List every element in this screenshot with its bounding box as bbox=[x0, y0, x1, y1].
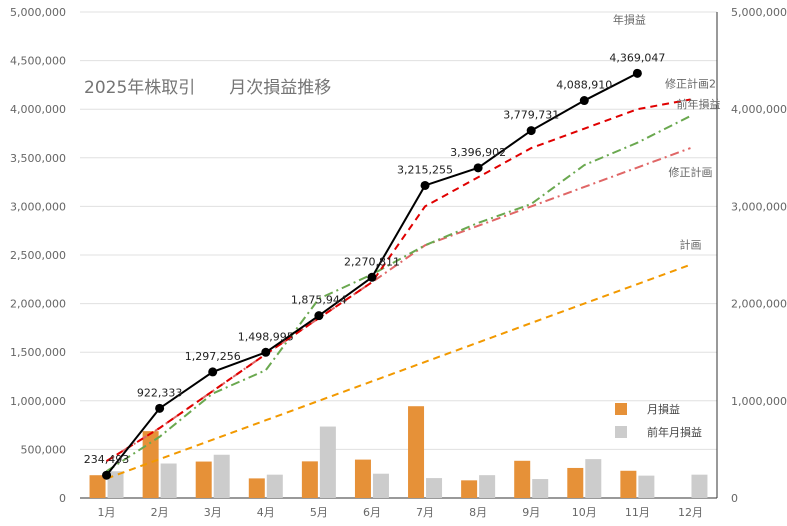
bar-monthly bbox=[461, 480, 478, 498]
bar-prev-monthly bbox=[107, 471, 124, 498]
x-tick-label: 12月 bbox=[678, 506, 703, 519]
x-tick-label: 6月 bbox=[363, 506, 381, 519]
left-tick-label: 5,000,000 bbox=[10, 6, 66, 19]
right-tick-label: 1,000,000 bbox=[731, 395, 787, 408]
x-tick-label: 7月 bbox=[416, 506, 434, 519]
bar-monthly bbox=[89, 475, 106, 498]
annual-data-label: 3,396,902 bbox=[450, 146, 506, 159]
bar-prev-monthly bbox=[319, 426, 336, 498]
left-tick-label: 500,000 bbox=[21, 443, 67, 456]
x-tick-label: 11月 bbox=[625, 506, 650, 519]
series-label: 修正計画2 bbox=[665, 76, 716, 90]
left-tick-label: 3,500,000 bbox=[10, 152, 66, 165]
left-tick-label: 1,000,000 bbox=[10, 395, 66, 408]
bar-monthly bbox=[142, 431, 159, 498]
annual-point bbox=[314, 311, 324, 321]
bar-monthly bbox=[408, 406, 425, 498]
annual-point bbox=[261, 347, 271, 357]
annual-data-label: 3,779,731 bbox=[503, 109, 559, 122]
bar-monthly bbox=[248, 478, 265, 498]
bar-prev-monthly bbox=[585, 459, 602, 498]
series-line bbox=[106, 147, 691, 462]
legend-swatch bbox=[615, 426, 627, 438]
x-tick-label: 4月 bbox=[257, 506, 275, 519]
bar-monthly bbox=[620, 470, 637, 498]
annual-point bbox=[526, 126, 536, 136]
bar-prev-monthly bbox=[372, 473, 389, 498]
legend-label: 月損益 bbox=[647, 402, 680, 416]
left-tick-label: 4,000,000 bbox=[10, 103, 66, 116]
annual-data-label: 2,270,811 bbox=[344, 255, 400, 268]
series-line bbox=[106, 98, 691, 462]
annual-data-label: 1,875,944 bbox=[291, 294, 347, 307]
annual-point bbox=[102, 470, 112, 480]
bar-prev-monthly bbox=[266, 474, 283, 498]
bar-monthly bbox=[567, 467, 584, 498]
bar-monthly bbox=[301, 461, 318, 498]
left-tick-label: 1,500,000 bbox=[10, 346, 66, 359]
legend-label: 前年月損益 bbox=[647, 425, 702, 439]
x-axis-ticks: 1月 2月 3月 4月 5月 6月 7月 8月 9月 10月 11月 12月 bbox=[98, 506, 703, 519]
bar-prev-monthly bbox=[160, 463, 177, 498]
bar-monthly bbox=[354, 459, 371, 498]
x-tick-label: 1月 bbox=[98, 506, 116, 519]
right-tick-label: 5,000,000 bbox=[731, 6, 787, 19]
annual-point bbox=[155, 403, 165, 413]
bar-prev-monthly bbox=[691, 474, 708, 498]
annual-point bbox=[367, 272, 377, 282]
annual-data-label: 4,088,910 bbox=[556, 79, 612, 92]
bar-monthly bbox=[195, 461, 212, 498]
series-label: 修正計画 bbox=[668, 165, 712, 179]
left-tick-label: 3,000,000 bbox=[10, 200, 66, 213]
legend-swatch bbox=[615, 403, 627, 415]
annual-point bbox=[208, 367, 218, 377]
right-tick-label: 4,000,000 bbox=[731, 103, 787, 116]
line-points bbox=[102, 68, 642, 480]
series-label: 計画 bbox=[679, 238, 701, 252]
line-series bbox=[105, 72, 691, 480]
left-tick-label: 2,000,000 bbox=[10, 298, 66, 311]
series-line bbox=[105, 115, 691, 473]
left-tick-label: 2,500,000 bbox=[10, 249, 66, 262]
right-axis-ticks: 0 1,000,000 2,000,000 3,000,000 4,000,000 5,0… bbox=[731, 6, 787, 505]
bar-prev-monthly bbox=[426, 478, 443, 498]
annual-point bbox=[632, 68, 642, 78]
bar-prev-monthly bbox=[638, 475, 655, 498]
x-tick-label: 10月 bbox=[572, 506, 597, 519]
left-tick-label: 0 bbox=[59, 492, 66, 505]
bar-prev-monthly bbox=[213, 454, 230, 498]
bar-prev-monthly bbox=[479, 475, 496, 498]
x-tick-label: 9月 bbox=[522, 506, 540, 519]
annual-data-label: 4,369,047 bbox=[609, 51, 665, 64]
x-tick-label: 8月 bbox=[469, 506, 487, 519]
left-tick-label: 4,500,000 bbox=[10, 55, 66, 68]
annual-data-label: 234,493 bbox=[84, 453, 130, 466]
bar-series bbox=[89, 406, 708, 498]
x-tick-label: 2月 bbox=[151, 506, 169, 519]
annual-point bbox=[579, 96, 589, 106]
series-label: 前年損益 bbox=[676, 97, 720, 111]
chart-title: 2025年株取引 月次損益推移 bbox=[84, 78, 331, 98]
bar-monthly bbox=[514, 460, 531, 498]
bar-prev-monthly bbox=[532, 479, 549, 498]
annual-point bbox=[420, 180, 430, 190]
annual-data-label: 1,297,256 bbox=[185, 350, 241, 363]
data-labels: 234,493 922,333 1,297,256 1,498,995 1,875,94… bbox=[84, 51, 666, 466]
annual-data-label: 922,333 bbox=[137, 386, 183, 399]
x-tick-label: 5月 bbox=[310, 506, 328, 519]
series-label: 年損益 bbox=[613, 12, 646, 26]
x-tick-label: 3月 bbox=[204, 506, 222, 519]
annual-data-label: 3,215,255 bbox=[397, 163, 453, 176]
right-tick-label: 3,000,000 bbox=[731, 200, 787, 213]
left-axis-ticks: 0 500,000 1,000,000 1,500,000 2,000,000 2,500… bbox=[10, 6, 66, 505]
right-tick-label: 2,000,000 bbox=[731, 298, 787, 311]
annual-data-label: 1,498,995 bbox=[238, 330, 294, 343]
annual-point bbox=[473, 163, 483, 173]
right-tick-label: 0 bbox=[731, 492, 738, 505]
series-line bbox=[106, 263, 691, 480]
